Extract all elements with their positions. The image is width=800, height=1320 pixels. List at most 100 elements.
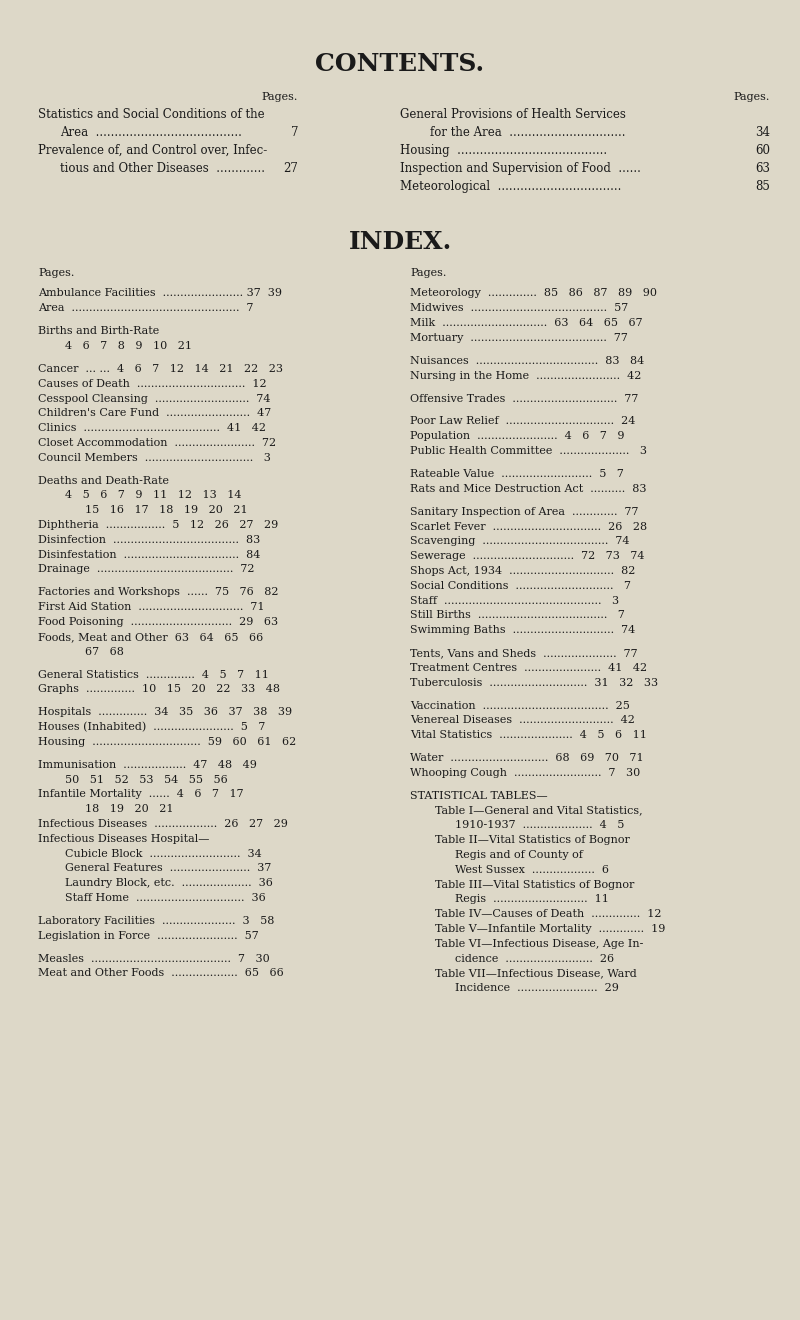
Text: Cancer  ... ...  4   6   7   12   14   21   22   23: Cancer ... ... 4 6 7 12 14 21 22 23 xyxy=(38,364,283,374)
Text: Regis and of County of: Regis and of County of xyxy=(455,850,583,861)
Text: Food Poisoning  .............................  29   63: Food Poisoning .........................… xyxy=(38,616,278,627)
Text: Table VII—Infectious Disease, Ward: Table VII—Infectious Disease, Ward xyxy=(435,969,637,978)
Text: Closet Accommodation  .......................  72: Closet Accommodation ...................… xyxy=(38,438,276,447)
Text: STATISTICAL TABLES—: STATISTICAL TABLES— xyxy=(410,791,548,801)
Text: Laundry Block, etc.  ....................  36: Laundry Block, etc. ....................… xyxy=(65,878,273,888)
Text: Table II—Vital Statistics of Bognor: Table II—Vital Statistics of Bognor xyxy=(435,836,630,845)
Text: First Aid Station  ..............................  71: First Aid Station ......................… xyxy=(38,602,265,612)
Text: Meat and Other Foods  ...................  65   66: Meat and Other Foods ...................… xyxy=(38,969,284,978)
Text: Immunisation  ..................  47   48   49: Immunisation .................. 47 48 49 xyxy=(38,760,257,770)
Text: Prevalence of, and Control over, Infec-: Prevalence of, and Control over, Infec- xyxy=(38,144,267,157)
Text: Water  ............................  68   69   70   71: Water ............................ 68 69… xyxy=(410,754,644,763)
Text: Diphtheria  .................  5   12   26   27   29: Diphtheria ................. 5 12 26 27 … xyxy=(38,520,278,531)
Text: Public Health Committee  ....................   3: Public Health Committee ................… xyxy=(410,446,647,457)
Text: Table V—Infantile Mortality  .............  19: Table V—Infantile Mortality ............… xyxy=(435,924,666,935)
Text: 27: 27 xyxy=(283,162,298,176)
Text: CONTENTS.: CONTENTS. xyxy=(315,51,485,77)
Text: Infectious Diseases  ..................  26   27   29: Infectious Diseases .................. 2… xyxy=(38,818,288,829)
Text: Meteorological  .................................: Meteorological .........................… xyxy=(400,180,622,193)
Text: tious and Other Diseases  .............: tious and Other Diseases ............. xyxy=(60,162,265,176)
Text: 18   19   20   21: 18 19 20 21 xyxy=(85,804,174,814)
Text: General Provisions of Health Services: General Provisions of Health Services xyxy=(400,108,626,121)
Text: Milk  ..............................  63   64   65   67: Milk .............................. 63 6… xyxy=(410,318,642,329)
Text: Ambulance Facilities  ....................... 37  39: Ambulance Facilities ...................… xyxy=(38,289,282,298)
Text: Regis  ...........................  11: Regis ........................... 11 xyxy=(455,895,609,904)
Text: Whooping Cough  .........................  7   30: Whooping Cough .........................… xyxy=(410,768,640,777)
Text: Houses (Inhabited)  .......................  5   7: Houses (Inhabited) .....................… xyxy=(38,722,266,733)
Text: Tents, Vans and Sheds  .....................  77: Tents, Vans and Sheds ..................… xyxy=(410,648,638,659)
Text: 34: 34 xyxy=(755,125,770,139)
Text: West Sussex  ..................  6: West Sussex .................. 6 xyxy=(455,865,609,875)
Text: 50   51   52   53   54   55   56: 50 51 52 53 54 55 56 xyxy=(65,775,228,784)
Text: General Statistics  ..............  4   5   7   11: General Statistics .............. 4 5 7 … xyxy=(38,669,269,680)
Text: Factories and Workshops  ......  75   76   82: Factories and Workshops ...... 75 76 82 xyxy=(38,587,278,598)
Text: Shops Act, 1934  ..............................  82: Shops Act, 1934 ........................… xyxy=(410,566,635,576)
Text: Births and Birth-Rate: Births and Birth-Rate xyxy=(38,326,159,337)
Text: Housing  ...............................  59   60   61   62: Housing ............................... … xyxy=(38,737,296,747)
Text: Vaccination  ....................................  25: Vaccination ............................… xyxy=(410,701,630,710)
Text: 7: 7 xyxy=(290,125,298,139)
Text: 4   6   7   8   9   10   21: 4 6 7 8 9 10 21 xyxy=(65,341,192,351)
Text: Midwives  .......................................  57: Midwives ...............................… xyxy=(410,304,628,313)
Text: Staff  .............................................   3: Staff ..................................… xyxy=(410,595,619,606)
Text: Infectious Diseases Hospital—: Infectious Diseases Hospital— xyxy=(38,834,210,843)
Text: Table IV—Causes of Death  ..............  12: Table IV—Causes of Death .............. … xyxy=(435,909,662,919)
Text: 15   16   17   18   19   20   21: 15 16 17 18 19 20 21 xyxy=(85,506,248,515)
Text: Treatment Centres  ......................  41   42: Treatment Centres ......................… xyxy=(410,663,647,673)
Text: General Features  .......................  37: General Features .......................… xyxy=(65,863,271,874)
Text: INDEX.: INDEX. xyxy=(348,230,452,253)
Text: Staff Home  ...............................  36: Staff Home .............................… xyxy=(65,894,266,903)
Text: Nursing in the Home  ........................  42: Nursing in the Home ....................… xyxy=(410,371,642,380)
Text: Rateable Value  ..........................  5   7: Rateable Value .........................… xyxy=(410,469,624,479)
Text: 4   5   6   7   9   11   12   13   14: 4 5 6 7 9 11 12 13 14 xyxy=(65,491,242,500)
Text: 85: 85 xyxy=(755,180,770,193)
Text: Venereal Diseases  ...........................  42: Venereal Diseases ......................… xyxy=(410,715,635,726)
Text: Scavenging  ....................................  74: Scavenging .............................… xyxy=(410,536,630,546)
Text: Pages.: Pages. xyxy=(734,92,770,102)
Text: Housing  ........................................: Housing ................................… xyxy=(400,144,607,157)
Text: Graphs  ..............  10   15   20   22   33   48: Graphs .............. 10 15 20 22 33 48 xyxy=(38,684,280,694)
Text: Council Members  ...............................   3: Council Members ........................… xyxy=(38,453,271,463)
Text: Incidence  .......................  29: Incidence ....................... 29 xyxy=(455,983,619,993)
Text: 1910-1937  ....................  4   5: 1910-1937 .................... 4 5 xyxy=(455,821,624,830)
Text: Scarlet Fever  ...............................  26   28: Scarlet Fever ..........................… xyxy=(410,521,647,532)
Text: Social Conditions  ............................   7: Social Conditions ......................… xyxy=(410,581,631,591)
Text: Children's Care Fund  ........................  47: Children's Care Fund ...................… xyxy=(38,408,271,418)
Text: Laboratory Facilities  .....................  3   58: Laboratory Facilities ..................… xyxy=(38,916,274,925)
Text: Sanitary Inspection of Area  .............  77: Sanitary Inspection of Area ............… xyxy=(410,507,638,516)
Text: Swimming Baths  .............................  74: Swimming Baths .........................… xyxy=(410,626,635,635)
Text: Legislation in Force  .......................  57: Legislation in Force ...................… xyxy=(38,931,258,941)
Text: Poor Law Relief  ...............................  24: Poor Law Relief ........................… xyxy=(410,417,635,426)
Text: Area  ................................................  7: Area ...................................… xyxy=(38,304,254,313)
Text: Nuisances  ...................................  83   84: Nuisances ..............................… xyxy=(410,356,644,366)
Text: Population  .......................  4   6   7   9: Population ....................... 4 6 7… xyxy=(410,432,625,441)
Text: Area  .......................................: Area ...................................… xyxy=(60,125,242,139)
Text: Vital Statistics  .....................  4   5   6   11: Vital Statistics ..................... 4… xyxy=(410,730,647,741)
Text: Statistics and Social Conditions of the: Statistics and Social Conditions of the xyxy=(38,108,265,121)
Text: Sewerage  .............................  72   73   74: Sewerage ............................. 7… xyxy=(410,552,645,561)
Text: Still Births  .....................................   7: Still Births ...........................… xyxy=(410,610,625,620)
Text: 60: 60 xyxy=(755,144,770,157)
Text: Clinics  .......................................  41   42: Clinics ................................… xyxy=(38,424,266,433)
Text: Table III—Vital Statistics of Bognor: Table III—Vital Statistics of Bognor xyxy=(435,879,634,890)
Text: Tuberculosis  ............................  31   32   33: Tuberculosis ...........................… xyxy=(410,677,658,688)
Text: Foods, Meat and Other  63   64   65   66: Foods, Meat and Other 63 64 65 66 xyxy=(38,632,263,642)
Text: Mortuary  .......................................  77: Mortuary ...............................… xyxy=(410,333,628,343)
Text: Deaths and Death-Rate: Deaths and Death-Rate xyxy=(38,475,169,486)
Text: Pages.: Pages. xyxy=(38,268,74,279)
Text: Pages.: Pages. xyxy=(410,268,446,279)
Text: Drainage  .......................................  72: Drainage ...............................… xyxy=(38,565,254,574)
Text: Cesspool Cleansing  ...........................  74: Cesspool Cleansing .....................… xyxy=(38,393,270,404)
Text: 63: 63 xyxy=(755,162,770,176)
Text: Table VI—Infectious Disease, Age In-: Table VI—Infectious Disease, Age In- xyxy=(435,939,643,949)
Text: Meteorology  ..............  85   86   87   89   90: Meteorology .............. 85 86 87 89 9… xyxy=(410,289,657,298)
Text: for the Area  ...............................: for the Area ...........................… xyxy=(430,125,626,139)
Text: Infantile Mortality  ......  4   6   7   17: Infantile Mortality ...... 4 6 7 17 xyxy=(38,789,244,800)
Text: Measles  ........................................  7   30: Measles ................................… xyxy=(38,953,270,964)
Text: Disinfestation  .................................  84: Disinfestation .........................… xyxy=(38,549,260,560)
Text: cidence  .........................  26: cidence ......................... 26 xyxy=(455,953,614,964)
Text: 67   68: 67 68 xyxy=(85,647,124,656)
Text: Hospitals  ..............  34   35   36   37   38   39: Hospitals .............. 34 35 36 37 38 … xyxy=(38,708,292,717)
Text: Table I—General and Vital Statistics,: Table I—General and Vital Statistics, xyxy=(435,805,642,816)
Text: Disinfection  ....................................  83: Disinfection ...........................… xyxy=(38,535,260,545)
